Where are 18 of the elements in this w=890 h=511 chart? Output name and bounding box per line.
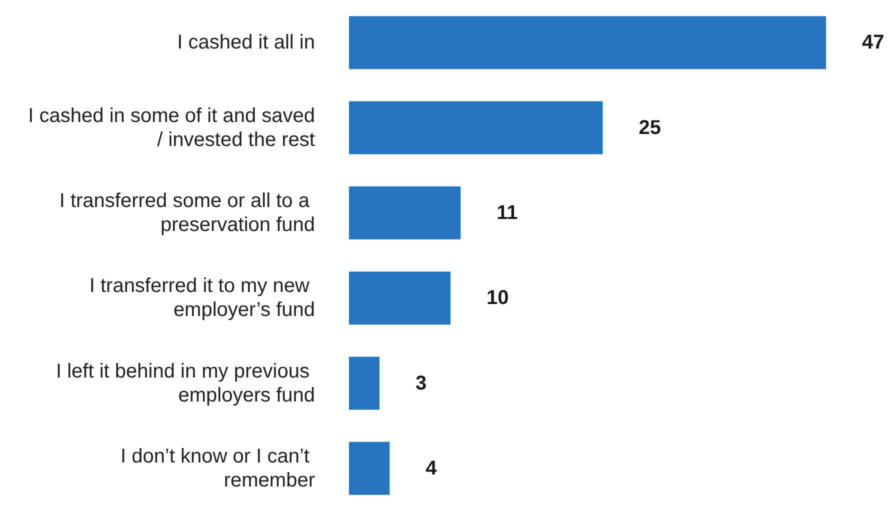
y-tick-label: I don’t know or I can’t remember xyxy=(120,445,316,492)
bar xyxy=(349,16,826,70)
y-tick-label: I transferred some or all to a preservation fund xyxy=(59,190,315,236)
bar xyxy=(349,442,390,495)
y-tick-label: I cashed in some of it and saved/ invested the rest xyxy=(28,104,316,151)
data-label: 47 xyxy=(862,32,884,54)
y-tick-label: I left it behind in my previous employers fund xyxy=(56,360,315,406)
data-label: 11 xyxy=(496,202,518,224)
y-tick-label: I cashed it all in xyxy=(177,32,315,54)
data-label: 3 xyxy=(415,372,427,394)
data-label: 25 xyxy=(638,116,661,139)
bar xyxy=(349,101,603,154)
bar xyxy=(349,356,380,410)
bar xyxy=(349,272,450,325)
bar xyxy=(349,186,461,240)
data-label: 4 xyxy=(426,457,438,480)
data-label: 10 xyxy=(486,287,509,310)
y-tick-label: I transferred it to my new employer’s fund xyxy=(89,275,315,322)
